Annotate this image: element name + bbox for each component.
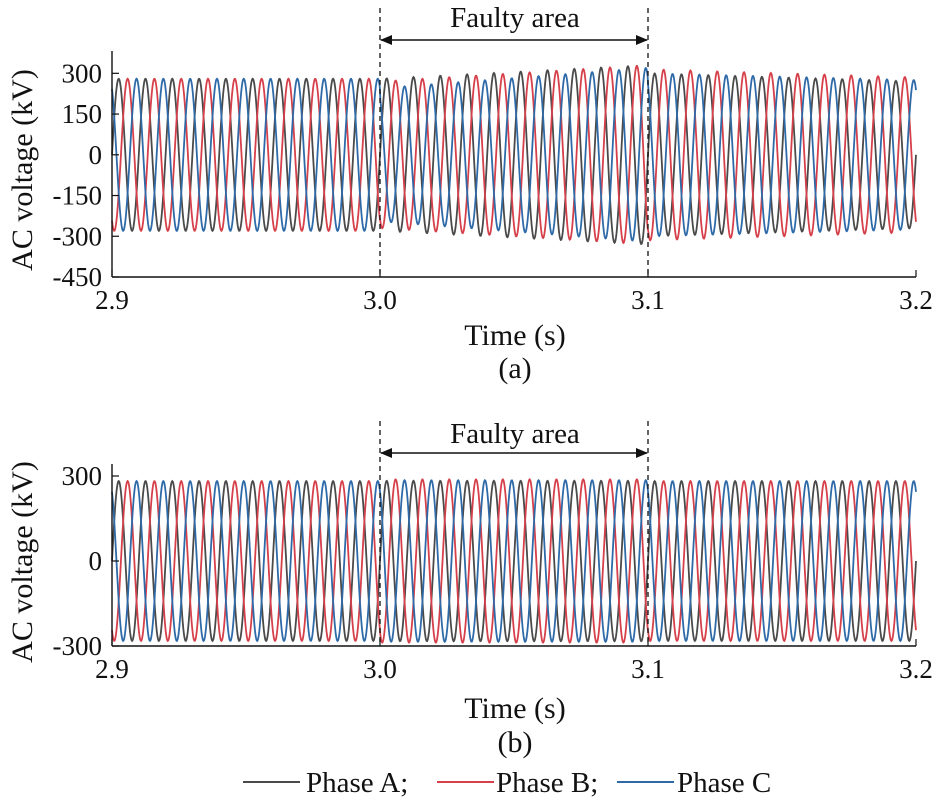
y-tick-label-a: -450: [53, 262, 103, 292]
series-line-phase-a-b: [111, 479, 917, 643]
x-tick-label-a: 3.2: [899, 285, 933, 315]
legend-label-phase-b: Phase B;: [496, 767, 598, 799]
series-line-phase-b-a: [111, 65, 917, 245]
series-layer-b: [111, 478, 917, 644]
series-line-phase-c-a: [111, 66, 917, 242]
series-layer-a: [111, 65, 917, 246]
x-tick-label-a: 3.0: [363, 285, 397, 315]
faulty-area-label-b: Faulty area: [450, 418, 580, 450]
x-tick-label-b: 3.1: [631, 654, 665, 684]
x-tick-label-a: 2.9: [95, 285, 129, 315]
y-tick-label-a: 300: [62, 58, 103, 88]
y-tick-label-b: 0: [89, 546, 103, 576]
y-tick-label-b: 300: [62, 461, 103, 491]
legend: Phase A; Phase B; Phase C: [243, 767, 771, 799]
legend-label-phase-a: Phase A;: [306, 767, 408, 799]
series-line-phase-a-a: [111, 65, 917, 246]
x-tick-label-b: 3.2: [899, 654, 933, 684]
x-tick-label-b: 3.0: [363, 654, 397, 684]
series-line-phase-b-b: [111, 478, 917, 644]
series-line-phase-c-b: [111, 478, 917, 644]
x-axis-label-a: Time (s): [464, 319, 565, 352]
y-axis-label-a: AC voltage (kV): [6, 69, 39, 271]
x-tick-label-b: 2.9: [95, 654, 129, 684]
x-axis-label-b: Time (s): [464, 692, 565, 725]
legend-label-phase-c: Phase C: [677, 767, 771, 799]
y-axis-label-b: AC voltage (kV): [6, 461, 39, 663]
y-tick-label-a: 150: [62, 99, 103, 129]
panel-label-a: (a): [498, 352, 531, 385]
x-tick-label-a: 3.1: [631, 285, 665, 315]
y-tick-label-b: -300: [53, 631, 103, 661]
panel-label-b: (b): [498, 726, 533, 759]
y-tick-label-a: -300: [53, 221, 103, 251]
y-tick-label-a: -150: [53, 181, 103, 211]
faulty-area-label-a: Faulty area: [450, 2, 580, 34]
y-tick-label-a: 0: [89, 140, 103, 170]
